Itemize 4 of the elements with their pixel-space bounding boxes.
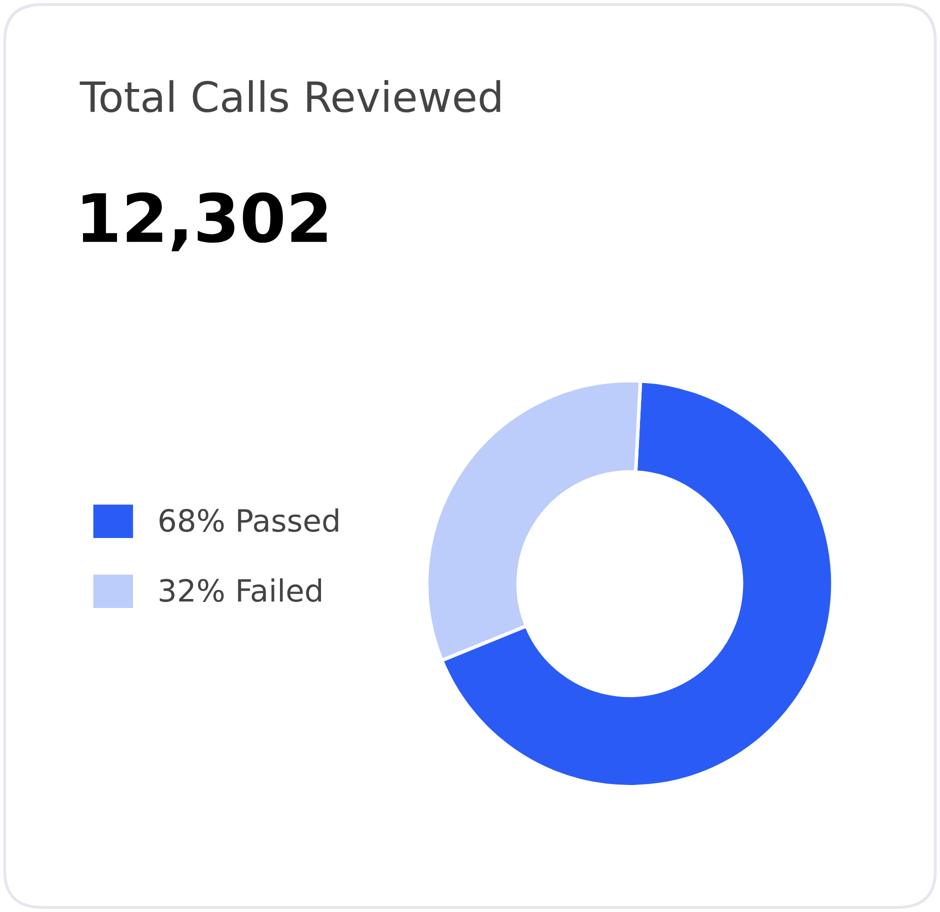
legend-label: 32% Failed [160, 578, 321, 602]
chart-title: Total Calls Reviewed [80, 80, 500, 112]
legend-label: 68% Passed [160, 508, 338, 532]
chart-subtitle: 12,302 [82, 192, 327, 252]
